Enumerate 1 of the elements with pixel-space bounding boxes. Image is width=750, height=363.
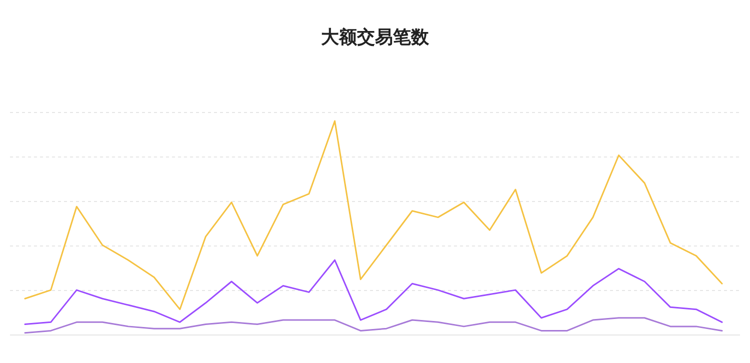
chart-title: 大额交易笔数 [320,27,430,48]
